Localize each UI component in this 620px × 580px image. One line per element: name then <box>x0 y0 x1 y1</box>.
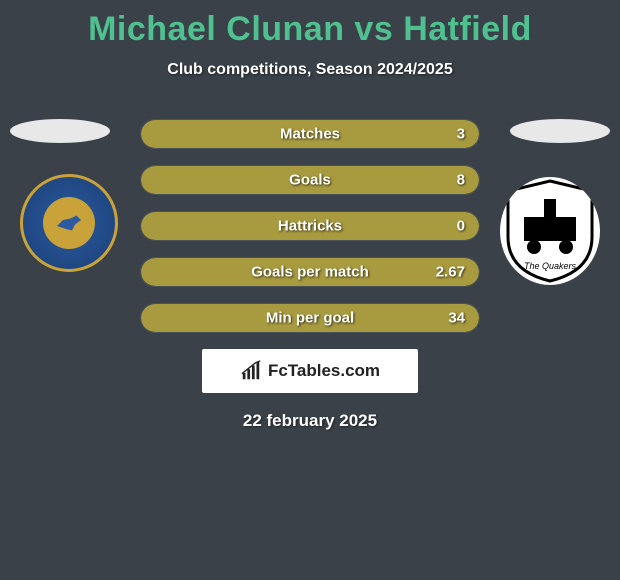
brand-label: FcTables.com <box>268 361 380 381</box>
date-label: 22 february 2025 <box>0 411 620 431</box>
stat-value: 3 <box>457 126 465 143</box>
stat-value: 8 <box>457 172 465 189</box>
quakers-shield-icon: The Quakers <box>500 177 600 285</box>
stat-value: 2.67 <box>436 264 465 281</box>
stat-label: Goals <box>289 172 331 189</box>
right-club-crest: The Quakers <box>500 177 600 285</box>
stats-bars: Matches 3 Goals 8 Hattricks 0 Goals per match 2… <box>140 119 480 333</box>
stat-label: Min per goal <box>266 310 354 327</box>
bird-icon <box>54 208 84 238</box>
brand-box: FcTables.com <box>202 349 418 393</box>
crest-inner-ring <box>43 197 95 249</box>
svg-text:The Quakers: The Quakers <box>524 261 577 271</box>
stat-row: Min per goal 34 <box>140 303 480 333</box>
stat-value: 34 <box>448 310 465 327</box>
left-player-oval <box>10 119 110 143</box>
content-area: The Quakers Matches 3 Goals 8 Hattricks 0 Goal… <box>0 119 620 431</box>
left-club-crest <box>20 174 118 272</box>
right-player-oval <box>510 119 610 143</box>
stat-row: Goals 8 <box>140 165 480 195</box>
stat-label: Matches <box>280 126 340 143</box>
stat-row: Matches 3 <box>140 119 480 149</box>
subtitle: Club competitions, Season 2024/2025 <box>0 61 620 79</box>
stat-value: 0 <box>457 218 465 235</box>
bar-chart-icon <box>240 360 262 382</box>
stat-label: Goals per match <box>251 264 369 281</box>
page-title: Michael Clunan vs Hatfield <box>0 0 620 49</box>
stat-row: Goals per match 2.67 <box>140 257 480 287</box>
stat-row: Hattricks 0 <box>140 211 480 241</box>
stat-label: Hattricks <box>278 218 342 235</box>
